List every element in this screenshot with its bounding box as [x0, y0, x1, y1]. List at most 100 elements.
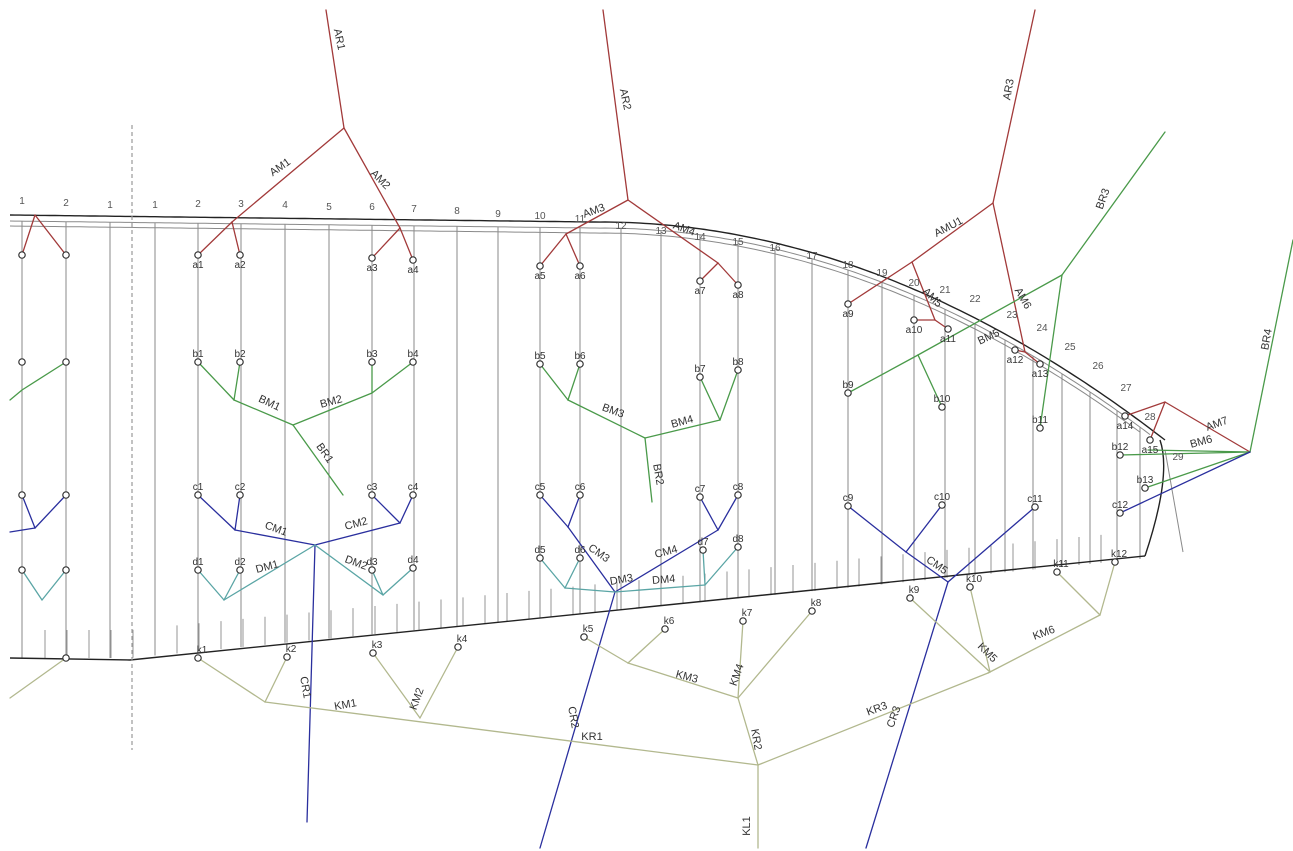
attachment-points	[18, 251, 1154, 662]
point-left-node	[62, 358, 70, 366]
wingtip	[1144, 439, 1165, 557]
line-label-br2: BR2	[650, 463, 666, 486]
point-k11-node	[1053, 568, 1061, 576]
point-a15-node	[1146, 436, 1154, 444]
rib-number: 11	[575, 214, 586, 225]
point-c7-node	[696, 493, 704, 501]
line-label-am3: AM3	[581, 202, 606, 221]
point-d7-node	[699, 546, 707, 554]
point-b2-node	[236, 358, 244, 366]
point-k3-node	[369, 649, 377, 657]
line-label-br3: BR3	[1094, 187, 1113, 211]
point-a10-node	[910, 316, 918, 324]
point-a1-label: a1	[192, 260, 204, 271]
line-label-am4: AM4	[671, 220, 696, 239]
point-a11-node	[944, 325, 952, 333]
point-k5-label: k5	[583, 624, 594, 635]
point-a6-node	[576, 262, 584, 270]
line-label-cm2: CM2	[343, 515, 369, 533]
point-a15-label: a15	[1142, 445, 1159, 456]
point-a5-node	[536, 262, 544, 270]
point-c5-node	[536, 491, 544, 499]
point-c9-node	[844, 502, 852, 510]
point-d2-label: d2	[234, 557, 246, 568]
point-d8-label: d8	[732, 534, 744, 545]
point-c2-node	[236, 491, 244, 499]
point-a12-label: a12	[1007, 355, 1024, 366]
point-k4-node	[454, 643, 462, 651]
line-label-bm1: BM1	[256, 393, 282, 413]
point-k8-node	[808, 607, 816, 615]
leading-edge-inner-2	[9, 225, 1141, 433]
line-label-kr1: KR1	[581, 731, 602, 743]
line-label-cr1: CR1	[297, 676, 313, 700]
rib-number: 7	[411, 204, 417, 215]
point-k1-label: k1	[197, 645, 208, 656]
point-k7-node	[739, 617, 747, 625]
point-d1-label: d1	[192, 557, 204, 568]
rib-number: 22	[969, 294, 981, 305]
line-label-kr2: KR2	[748, 728, 764, 751]
rib-number: 28	[1144, 412, 1156, 423]
rib-number: 20	[908, 278, 920, 289]
point-a2-label: a2	[234, 260, 246, 271]
rib-number: 24	[1036, 323, 1048, 334]
line-label-cr2: CR2	[565, 706, 581, 730]
leading-edge	[9, 214, 1166, 441]
point-c8-node	[734, 491, 742, 499]
rib-number: 9	[495, 209, 501, 220]
point-a3-label: a3	[366, 263, 378, 274]
rib-number: 26	[1092, 361, 1104, 372]
point-b9-node	[844, 389, 852, 397]
point-a4-label: a4	[407, 265, 419, 276]
point-a2-node	[236, 251, 244, 259]
point-b12-label: b12	[1112, 442, 1129, 453]
point-d7-label: d7	[697, 537, 709, 548]
point-b10-node	[938, 403, 946, 411]
point-a3-node	[368, 254, 376, 262]
line-label-dm3: DM3	[609, 572, 634, 588]
point-a14-label: a14	[1117, 421, 1134, 432]
point-d3-label: d3	[366, 557, 378, 568]
rib-number: 2	[63, 198, 69, 209]
point-d4-label: d4	[407, 555, 419, 566]
rib-number: 6	[369, 202, 375, 213]
point-b1-label: b1	[192, 349, 204, 360]
line-label-ar2: AR2	[617, 88, 633, 111]
point-a5-label: a5	[534, 271, 546, 282]
point-a11-label: a11	[940, 334, 956, 345]
point-left-node	[62, 251, 70, 259]
point-c12-label: c12	[1112, 500, 1129, 511]
line-label-dm4: DM4	[652, 573, 676, 587]
rib-number: 17	[806, 251, 818, 262]
point-b5-node	[536, 360, 544, 368]
line-label-ar3: AR3	[1001, 78, 1017, 101]
rib-number: 5	[326, 202, 332, 213]
point-k12-node	[1111, 558, 1119, 566]
rib-number: 1	[107, 200, 113, 211]
rib-number: 14	[694, 232, 706, 243]
line-label-kl1: KL1	[741, 816, 753, 836]
point-c7-label: c7	[695, 484, 706, 495]
point-k12-label: k12	[1111, 549, 1128, 560]
point-k8-label: k8	[811, 598, 822, 609]
point-b13-label: b13	[1137, 475, 1154, 486]
leading-edge-inner	[9, 220, 1151, 435]
point-k7-label: k7	[742, 608, 753, 619]
rib-number: 16	[769, 243, 781, 254]
rib-number: 29	[1172, 452, 1184, 463]
point-c6-node	[576, 491, 584, 499]
point-d6-label: d6	[574, 545, 586, 556]
line-label-cm4: CM4	[653, 543, 679, 561]
point-k2-label: k2	[286, 644, 297, 655]
trailing-edge	[9, 555, 1146, 661]
point-a8-node	[734, 281, 742, 289]
rib-number: 1	[19, 196, 25, 207]
point-left-node	[62, 654, 70, 662]
point-c5-label: c5	[535, 482, 546, 493]
rib-number: 1	[152, 200, 158, 211]
point-d1-node	[194, 566, 202, 574]
point-b12-node	[1116, 451, 1124, 459]
point-k2-node	[283, 653, 291, 661]
point-d5-node	[536, 554, 544, 562]
